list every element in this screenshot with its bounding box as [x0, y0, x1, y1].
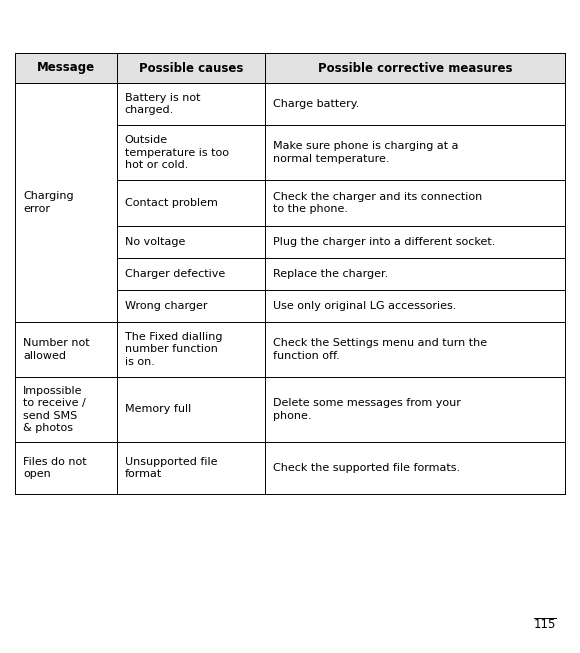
- Text: Replace the charger.: Replace the charger.: [273, 269, 389, 279]
- Bar: [117, 290, 265, 322]
- Text: Message: Message: [37, 61, 95, 74]
- Text: 115: 115: [534, 618, 556, 631]
- Bar: [117, 53, 265, 83]
- Text: Battery is not
charged.: Battery is not charged.: [125, 93, 200, 115]
- Bar: [117, 83, 265, 125]
- Bar: [265, 322, 565, 377]
- Text: Charger defective: Charger defective: [125, 269, 225, 279]
- Bar: [15, 83, 117, 322]
- Text: Check the charger and its connection
to the phone.: Check the charger and its connection to …: [273, 192, 483, 214]
- Bar: [117, 125, 265, 180]
- Text: Possible corrective measures: Possible corrective measures: [318, 61, 512, 74]
- Text: Possible causes: Possible causes: [139, 61, 243, 74]
- Bar: [15, 377, 117, 442]
- Bar: [117, 322, 265, 377]
- Text: Wrong charger: Wrong charger: [125, 301, 207, 311]
- Text: Impossible
to receive /
send SMS
& photos: Impossible to receive / send SMS & photo…: [23, 386, 86, 433]
- Bar: [117, 258, 265, 290]
- Text: Check the supported file formats.: Check the supported file formats.: [273, 463, 461, 473]
- Bar: [265, 377, 565, 442]
- Text: Outside
temperature is too
hot or cold.: Outside temperature is too hot or cold.: [125, 135, 229, 170]
- Bar: [15, 322, 117, 377]
- Text: Memory full: Memory full: [125, 404, 191, 415]
- Bar: [265, 180, 565, 226]
- Bar: [265, 53, 565, 83]
- Bar: [117, 442, 265, 494]
- Bar: [265, 442, 565, 494]
- Bar: [117, 180, 265, 226]
- Text: Files do not
open: Files do not open: [23, 457, 86, 479]
- Bar: [15, 53, 117, 83]
- Bar: [117, 226, 265, 258]
- Text: Number not
allowed: Number not allowed: [23, 338, 90, 360]
- Text: Use only original LG accessories.: Use only original LG accessories.: [273, 301, 456, 311]
- Bar: [265, 226, 565, 258]
- Text: Unsupported file
format: Unsupported file format: [125, 457, 218, 479]
- Text: Charge battery.: Charge battery.: [273, 99, 360, 109]
- Text: The Fixed dialling
number function
is on.: The Fixed dialling number function is on…: [125, 332, 222, 367]
- Bar: [15, 442, 117, 494]
- Bar: [117, 377, 265, 442]
- Bar: [265, 290, 565, 322]
- Text: No voltage: No voltage: [125, 237, 185, 247]
- Text: Delete some messages from your
phone.: Delete some messages from your phone.: [273, 398, 461, 421]
- Text: Plug the charger into a different socket.: Plug the charger into a different socket…: [273, 237, 496, 247]
- Text: Charging
error: Charging error: [23, 191, 74, 214]
- Text: Check the Settings menu and turn the
function off.: Check the Settings menu and turn the fun…: [273, 338, 487, 360]
- Bar: [265, 258, 565, 290]
- Text: Make sure phone is charging at a
normal temperature.: Make sure phone is charging at a normal …: [273, 141, 459, 164]
- Text: Contact problem: Contact problem: [125, 198, 218, 208]
- Bar: [265, 125, 565, 180]
- Bar: [265, 83, 565, 125]
